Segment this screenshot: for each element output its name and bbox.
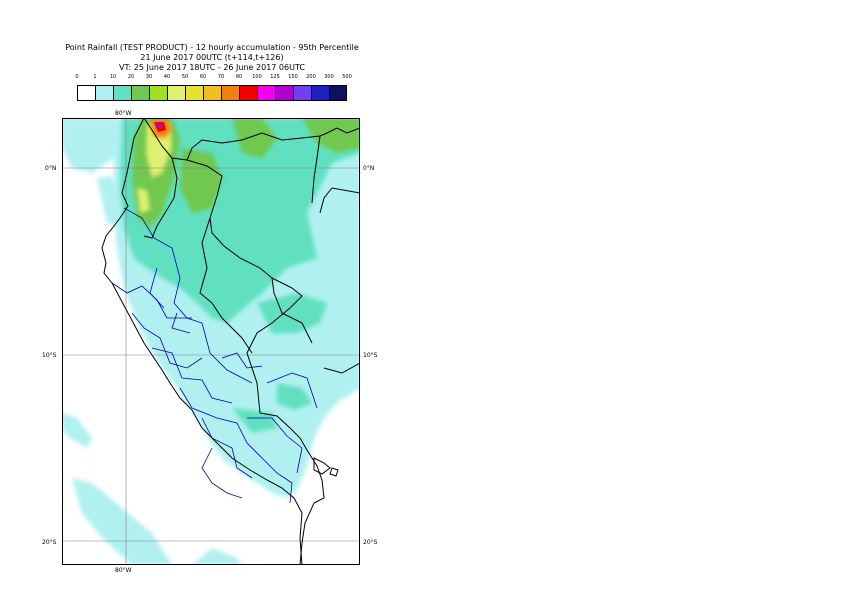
legend-swatch: [239, 85, 257, 101]
color-legend: 0 1 10 20 30 40 50 60 70 80 100 125 150 200 300 500: [72, 74, 362, 104]
lat-label-right-0: 0°N: [363, 165, 375, 172]
legend-threshold-label: 0: [75, 74, 79, 80]
legend-threshold-label: 80: [235, 74, 243, 80]
legend-threshold-label: 200: [306, 74, 316, 80]
legend-swatch: [203, 85, 221, 101]
legend-threshold-label: 40: [163, 74, 171, 80]
legend-threshold-label: 50: [181, 74, 189, 80]
legend-threshold-label: 60: [199, 74, 207, 80]
legend-threshold-label: 125: [270, 74, 280, 80]
lat-label-left-20: 20°S: [42, 539, 57, 546]
legend-threshold-label: 70: [217, 74, 225, 80]
legend-swatch: [95, 85, 113, 101]
legend-threshold-label: 150: [288, 74, 298, 80]
lat-label-right-10: 10°S: [363, 352, 378, 359]
rainfall-map: [62, 118, 360, 565]
legend-swatch: [293, 85, 311, 101]
legend-swatch: [257, 85, 275, 101]
lon-label-bottom: 80°W: [115, 567, 132, 574]
country-borders: [101, 118, 360, 565]
lon-label-top: 80°W: [115, 110, 132, 117]
legend-swatch: [149, 85, 167, 101]
rain-field-10mm: [120, 118, 360, 433]
map-run-time: 21 June 2017 00UTC (t+114,t+126): [140, 53, 284, 62]
legend-swatch: [185, 85, 203, 101]
rain-field-40mm: [137, 123, 172, 213]
graticule: [62, 118, 360, 565]
lat-label-right-20: 20°S: [363, 539, 378, 546]
admin-boundaries: [111, 207, 318, 504]
rain-field-peak: [150, 118, 172, 138]
legend-threshold-label: 10: [109, 74, 117, 80]
legend-swatch: [167, 85, 185, 101]
legend-threshold-label: 20: [127, 74, 135, 80]
legend-threshold-label: 300: [324, 74, 334, 80]
legend-swatch: [131, 85, 149, 101]
legend-threshold-label: 30: [145, 74, 153, 80]
legend-swatch: [329, 85, 347, 101]
legend-swatch: [311, 85, 329, 101]
legend-threshold-label: 100: [252, 74, 262, 80]
legend-threshold-label: 1: [93, 74, 97, 80]
lat-label-left-10: 10°S: [42, 352, 57, 359]
legend-swatch: [77, 85, 95, 101]
legend-swatch: [113, 85, 131, 101]
map-frame: [62, 118, 360, 565]
map-canvas: [62, 118, 360, 565]
legend-threshold-label: 500: [342, 74, 352, 80]
lat-label-left-0: 0°N: [45, 165, 57, 172]
map-title: Point Rainfall (TEST PRODUCT) - 12 hourl…: [65, 43, 359, 52]
legend-swatch: [221, 85, 239, 101]
map-valid-time: VT: 25 June 2017 18UTC - 26 June 2017 06…: [119, 63, 305, 72]
legend-swatch: [275, 85, 293, 101]
